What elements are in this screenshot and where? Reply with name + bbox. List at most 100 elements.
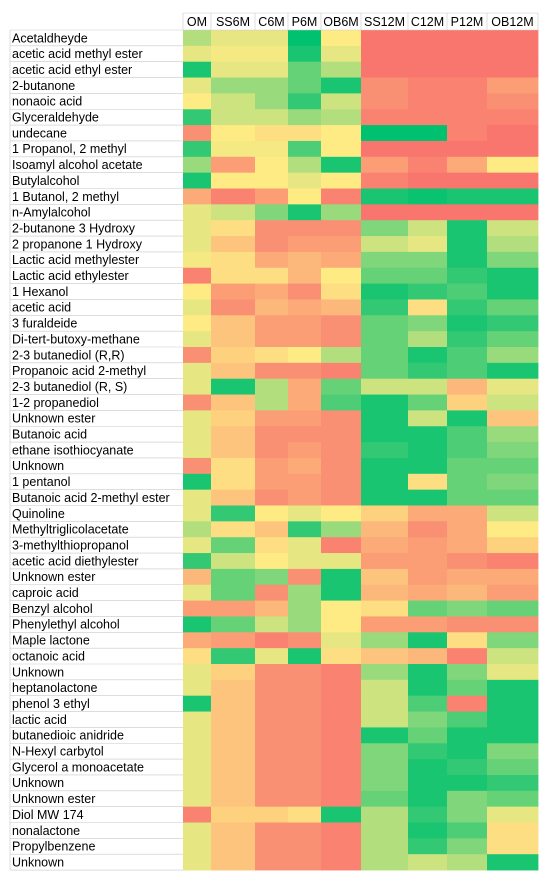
heatmap-cell — [255, 632, 289, 649]
heatmap-cell — [183, 521, 212, 538]
heatmap-cell — [321, 410, 362, 427]
heatmap-cell — [211, 537, 256, 554]
heatmap-cell — [321, 283, 362, 300]
heatmap-cell — [447, 156, 488, 174]
row-label: 1-2 propanediol — [12, 396, 99, 410]
heatmap-cell — [288, 156, 322, 174]
heatmap-cell — [255, 806, 289, 823]
heatmap-cell — [447, 410, 488, 427]
heatmap-cell — [361, 283, 409, 300]
heatmap-cell — [447, 220, 488, 237]
heatmap-cell — [288, 505, 322, 522]
heatmap-cell — [288, 759, 322, 776]
heatmap-cell — [447, 489, 488, 506]
heatmap-cell — [487, 679, 539, 697]
heatmap-cell — [408, 251, 448, 269]
heatmap-cell — [447, 426, 488, 443]
heatmap-cell — [361, 584, 409, 601]
heatmap-cell — [361, 790, 409, 808]
heatmap-cell — [321, 457, 362, 475]
heatmap-cell — [183, 93, 212, 110]
heatmap-cell — [255, 537, 289, 554]
heatmap-cell — [487, 315, 539, 332]
heatmap-cell — [361, 616, 409, 633]
heatmap-cell — [408, 410, 448, 427]
row-label: 3-methylthiopropanol — [12, 538, 129, 552]
heatmap-cell — [255, 664, 289, 681]
heatmap-cell — [408, 537, 448, 554]
row-label: Unknown ester — [12, 412, 95, 426]
heatmap-cell — [361, 45, 409, 63]
heatmap-cell — [408, 711, 448, 728]
heatmap-cell — [211, 790, 256, 808]
heatmap-cell — [447, 759, 488, 776]
heatmap-cell — [408, 695, 448, 712]
column-header: C12M — [411, 15, 444, 29]
heatmap-cell — [255, 790, 289, 808]
heatmap-cell — [447, 267, 488, 284]
heatmap-cell — [361, 537, 409, 554]
heatmap-cell — [408, 267, 448, 284]
heatmap-cell — [321, 442, 362, 459]
heatmap-cell — [487, 61, 539, 78]
heatmap-cell — [255, 109, 289, 126]
heatmap-cell — [487, 331, 539, 348]
heatmap-cell — [288, 172, 322, 189]
row-label: Glyceraldehyde — [12, 111, 99, 125]
row-label: Unknown — [12, 776, 64, 790]
heatmap-cell — [361, 236, 409, 253]
row-label: Butanoic acid — [12, 428, 87, 442]
heatmap-cell — [183, 30, 212, 47]
heatmap-cell — [361, 378, 409, 395]
heatmap-cell — [447, 473, 488, 491]
heatmap-cell — [361, 30, 409, 47]
heatmap-cell — [487, 774, 539, 792]
heatmap-cell — [321, 584, 362, 601]
heatmap-cell — [321, 299, 362, 316]
heatmap-cell — [211, 45, 256, 63]
heatmap-cell — [211, 442, 256, 459]
row-label: Lactic acid ethylester — [12, 269, 129, 283]
heatmap-cell — [447, 616, 488, 633]
heatmap-cell — [255, 61, 289, 78]
heatmap-cell — [288, 774, 322, 792]
heatmap-cell — [361, 679, 409, 697]
heatmap-cell — [255, 489, 289, 506]
heatmap-cell — [255, 331, 289, 348]
heatmap-cell — [183, 125, 212, 142]
heatmap-cell — [487, 77, 539, 94]
heatmap-cell — [211, 679, 256, 697]
heatmap-cell — [255, 505, 289, 522]
heatmap-cell — [255, 283, 289, 300]
heatmap-cell — [487, 172, 539, 189]
heatmap-cell — [361, 664, 409, 681]
heatmap-cell — [321, 140, 362, 158]
heatmap-cell — [487, 553, 539, 570]
heatmap-cell — [447, 806, 488, 823]
row-label: nonaoic acid — [12, 95, 82, 109]
heatmap-cell — [255, 457, 289, 475]
heatmap-cell — [321, 378, 362, 395]
heatmap-cell — [447, 442, 488, 459]
heatmap-cell — [321, 790, 362, 808]
heatmap-cell — [447, 854, 488, 871]
heatmap-cell — [361, 347, 409, 364]
heatmap-cell — [288, 442, 322, 459]
heatmap-cell — [447, 331, 488, 348]
column-header: OB12M — [491, 15, 533, 29]
heatmap-cell — [211, 267, 256, 284]
heatmap-cell — [487, 125, 539, 142]
heatmap-cell — [408, 347, 448, 364]
heatmap-cell — [361, 331, 409, 348]
heatmap-cell — [211, 109, 256, 126]
heatmap-cell — [288, 695, 322, 712]
heatmap-cell — [255, 553, 289, 570]
heatmap-cell — [183, 378, 212, 395]
heatmap-cell — [183, 822, 212, 839]
heatmap-cell — [183, 774, 212, 792]
heatmap-cell — [288, 188, 322, 205]
heatmap-cell — [183, 806, 212, 823]
heatmap-cell — [183, 394, 212, 411]
heatmap-cell — [361, 442, 409, 459]
row-label: 2-3 butanediol (R,R) — [12, 348, 125, 362]
